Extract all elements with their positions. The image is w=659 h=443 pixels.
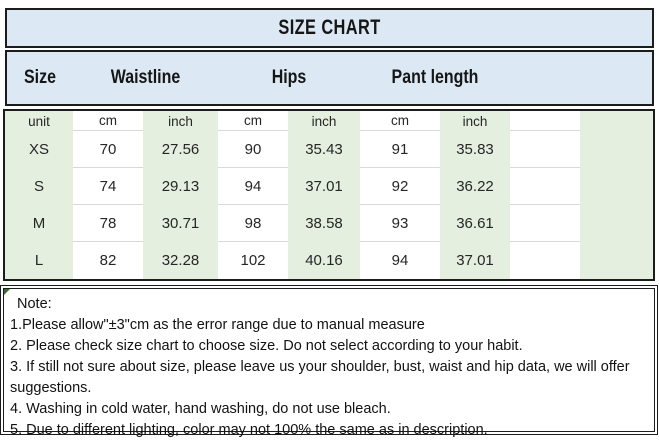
table-cell: 36.61 <box>440 205 510 242</box>
header-hips: Hips <box>271 67 307 88</box>
table-cell <box>580 131 653 168</box>
table-cell: cm <box>73 111 143 131</box>
table-cell: 35.43 <box>288 131 360 168</box>
table-cell: 27.56 <box>143 131 218 168</box>
table-cell: 92 <box>360 168 440 205</box>
table-cell: 93 <box>360 205 440 242</box>
table-cell: 30.71 <box>143 205 218 242</box>
note-line: 1.Please allow"±3"cm as the error range … <box>10 317 425 333</box>
table-cell: 32.28 <box>143 242 218 279</box>
table-cell: unit <box>5 111 73 131</box>
table-cell: 102 <box>218 242 288 279</box>
table-cell: 36.22 <box>440 168 510 205</box>
table-cell: M <box>5 205 73 242</box>
note-line: 4. Washing in cold water, hand washing, … <box>10 401 391 417</box>
header-pant-length: Pant length <box>391 67 479 88</box>
note-line: 2. Please check size chart to choose siz… <box>10 338 523 354</box>
table-cell: 91 <box>360 131 440 168</box>
table-cell <box>580 111 653 131</box>
table-cell: cm <box>360 111 440 131</box>
note-line: 5. Due to different lighting, color may … <box>10 422 488 438</box>
note-box: Note: 1.Please allow"±3"cm as the error … <box>0 285 658 438</box>
table-cell: 29.13 <box>143 168 218 205</box>
table-cell <box>580 205 653 242</box>
table-cell <box>510 205 580 242</box>
table-cell: 37.01 <box>288 168 360 205</box>
table-cell: 37.01 <box>440 242 510 279</box>
table-cell <box>510 131 580 168</box>
title-bar: SIZE CHART <box>5 8 654 48</box>
note-title: Note: <box>17 296 52 312</box>
table-cell: 78 <box>73 205 143 242</box>
table-cell: S <box>5 168 73 205</box>
table-cell <box>510 111 580 131</box>
table-cell: 82 <box>73 242 143 279</box>
table-cell: 35.83 <box>440 131 510 168</box>
table-cell: L <box>5 242 73 279</box>
corner-marker-icon <box>4 289 10 295</box>
table-cell: cm <box>218 111 288 131</box>
table-cell <box>580 168 653 205</box>
table-cell: 90 <box>218 131 288 168</box>
header-waistline: Waistline <box>110 67 181 88</box>
table-cell: 74 <box>73 168 143 205</box>
table-cell: 94 <box>218 168 288 205</box>
column-header-row: Size Waistline Hips Pant length <box>7 52 652 104</box>
page-title: SIZE CHART <box>278 16 381 39</box>
table-cell <box>510 242 580 279</box>
note-line: 3. If still not sure about size, please … <box>10 359 630 396</box>
table-cell <box>510 168 580 205</box>
table-cell <box>580 242 653 279</box>
header-size: Size <box>24 67 56 88</box>
table-cell: 70 <box>73 131 143 168</box>
table-cell: 38.58 <box>288 205 360 242</box>
size-table: unit cm inch cm inch cm inch XS 70 27.56… <box>3 109 655 281</box>
table-cell: XS <box>5 131 73 168</box>
table-cell: inch <box>288 111 360 131</box>
table-cell: 94 <box>360 242 440 279</box>
size-table-grid: unit cm inch cm inch cm inch XS 70 27.56… <box>5 111 653 279</box>
table-cell: inch <box>143 111 218 131</box>
column-header-bar: Size Waistline Hips Pant length <box>5 50 654 106</box>
table-cell: 98 <box>218 205 288 242</box>
table-cell: inch <box>440 111 510 131</box>
table-cell: 40.16 <box>288 242 360 279</box>
